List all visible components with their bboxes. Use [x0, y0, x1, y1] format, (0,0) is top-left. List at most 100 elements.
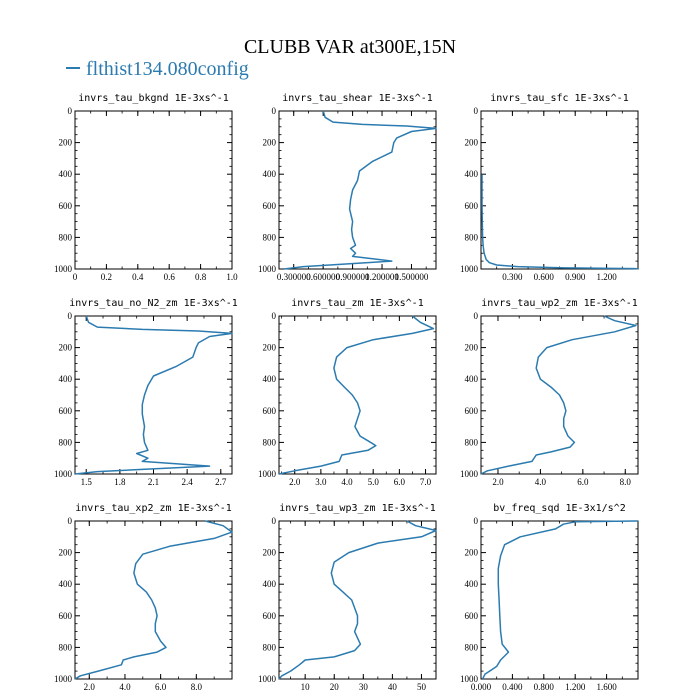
x-tick-label: 1.200000 [365, 272, 399, 282]
x-tick-label: 2.0 [289, 477, 301, 487]
y-tick-label: 0 [474, 516, 479, 526]
panel-title: invrs_tau_no_N2_zm 1E-3xs^-1 [69, 298, 238, 309]
plot-frame [74, 315, 233, 475]
x-tick-label: 4.0 [341, 477, 353, 487]
panel-title: invrs_tau_sfc 1E-3xs^-1 [490, 93, 628, 104]
x-tick-label: 6.0 [394, 477, 406, 487]
x-tick-label: 8.0 [620, 477, 632, 487]
x-tick-label: 0.800 [534, 682, 555, 692]
x-tick-label: 0.900 [565, 272, 586, 282]
plot-frame [278, 110, 437, 270]
x-tick-label: 1.5 [81, 477, 93, 487]
y-tick-label: 600 [59, 611, 73, 621]
y-tick-label: 600 [59, 201, 73, 211]
series-line [278, 315, 435, 475]
y-tick-label: 200 [263, 548, 277, 558]
x-tick-label: 1.0 [226, 272, 238, 282]
x-tick-label: 1.8 [114, 477, 126, 487]
y-tick-label: 600 [59, 406, 73, 416]
series-line [481, 174, 639, 270]
x-tick-label: 4.0 [535, 477, 547, 487]
y-tick-label: 600 [465, 406, 479, 416]
panel-invrs-tau-zm: invrs_tau_zm 1E-3xs^-1 0 200 400 600 800 1000 2… [258, 298, 437, 487]
panel-invrs-tau-wp3-zm: invrs_tau_wp3_zm 1E-3xs^-10 200 400 600 800 1… [258, 503, 437, 692]
legend-label: flthist134.080config [86, 58, 249, 80]
y-tick-label: 200 [465, 138, 479, 148]
y-tick-label: 800 [59, 437, 73, 447]
y-tick-label: 200 [465, 343, 479, 353]
x-tick-label: 10 [301, 682, 311, 692]
legend-line-swatch [66, 67, 80, 70]
x-tick-label: 0.4 [132, 272, 144, 282]
y-tick-label: 800 [465, 232, 479, 242]
x-tick-label: 0.300000 [277, 272, 311, 282]
x-tick-label: 0.300 [502, 272, 523, 282]
panel-title: bv_freq_sqd 1E-3x1/s^2 [493, 503, 625, 514]
y-tick-label: 0 [474, 311, 479, 321]
x-tick-label: 1.500000 [395, 272, 429, 282]
panel-title: invrs_tau_wp2_zm 1E-3xs^-1 [481, 298, 638, 309]
x-tick-label: 6.0 [577, 477, 589, 487]
figure-title: CLUBB VAR at300E,15N [243, 36, 457, 58]
y-tick-label: 200 [59, 138, 73, 148]
x-tick-label: 4.0 [119, 682, 131, 692]
x-tick-label: 0.6 [164, 272, 176, 282]
x-tick-label: 6.0 [155, 682, 167, 692]
panel-invrs-tau-sfc: invrs_tau_sfc 1E-3xs^-1 0 200 400 600 800 1000… [460, 93, 639, 282]
panel-invrs-tau-bkgnd: invrs_tau_bkgnd 1E-3xs^-1 0 200 400 600 800 10… [54, 93, 238, 282]
y-tick-label: 800 [59, 232, 73, 242]
y-tick-label: 1000 [258, 264, 277, 274]
series-line [480, 315, 637, 475]
y-tick-label: 400 [59, 374, 73, 384]
y-tick-label: 400 [465, 169, 479, 179]
x-tick-label: 30 [359, 682, 369, 692]
y-tick-label: 1000 [54, 674, 73, 684]
y-tick-label: 800 [465, 642, 479, 652]
x-tick-label: 0.8 [195, 272, 207, 282]
y-tick-label: 0 [272, 106, 277, 116]
x-tick-label: 0.2 [101, 272, 112, 282]
panel-invrs-tau-no-N2-zm: invrs_tau_no_N2_zm 1E-3xs^-1 0 200 400 600 80… [54, 298, 238, 487]
y-tick-label: 1000 [54, 469, 73, 479]
y-tick-label: 600 [465, 611, 479, 621]
y-tick-label: 200 [465, 548, 479, 558]
x-tick-label: 0.600000 [306, 272, 340, 282]
x-tick-label: 2.0 [84, 682, 96, 692]
y-tick-label: 400 [59, 579, 73, 589]
panel-bv-freq-sqd: bv_freq_sqd 1E-3x1/s^2020040060080010000… [460, 503, 639, 692]
y-tick-label: 600 [263, 611, 277, 621]
series-line [74, 315, 233, 475]
panel-title: invrs_tau_bkgnd 1E-3xs^-1 [78, 93, 229, 104]
x-tick-label: 2.1 [148, 477, 159, 487]
y-tick-label: 0 [68, 516, 73, 526]
panel-title: invrs_tau_xp2_zm 1E-3xs^-1 [75, 503, 232, 514]
plot-frame [480, 110, 639, 270]
y-tick-label: 400 [59, 169, 73, 179]
x-tick-label: 40 [388, 682, 398, 692]
x-tick-label: 0 [73, 272, 78, 282]
y-tick-label: 1000 [460, 674, 479, 684]
y-tick-label: 400 [263, 169, 277, 179]
y-tick-label: 0 [68, 311, 73, 321]
y-tick-label: 0 [474, 106, 479, 116]
x-tick-label: 1.200 [565, 682, 586, 692]
x-tick-label: 20 [330, 682, 340, 692]
panel-title: invrs_tau_zm 1E-3xs^-1 [291, 298, 423, 309]
y-tick-label: 400 [263, 374, 277, 384]
y-tick-label: 600 [465, 201, 479, 211]
series-line [481, 520, 639, 680]
series-line [74, 520, 233, 680]
y-tick-label: 800 [263, 437, 277, 447]
x-tick-label: 1.200 [596, 272, 617, 282]
y-tick-label: 800 [263, 232, 277, 242]
y-tick-label: 1000 [54, 264, 73, 274]
y-tick-label: 1000 [460, 469, 479, 479]
y-tick-label: 1000 [258, 674, 277, 684]
y-tick-label: 0 [68, 106, 73, 116]
panel-title: invrs_tau_shear 1E-3xs^-1 [282, 93, 433, 104]
legend: flthist134.080config [66, 58, 249, 81]
x-tick-label: 50 [417, 682, 427, 692]
y-tick-label: 0 [272, 516, 277, 526]
x-tick-label: 5.0 [368, 477, 380, 487]
y-tick-label: 200 [59, 343, 73, 353]
